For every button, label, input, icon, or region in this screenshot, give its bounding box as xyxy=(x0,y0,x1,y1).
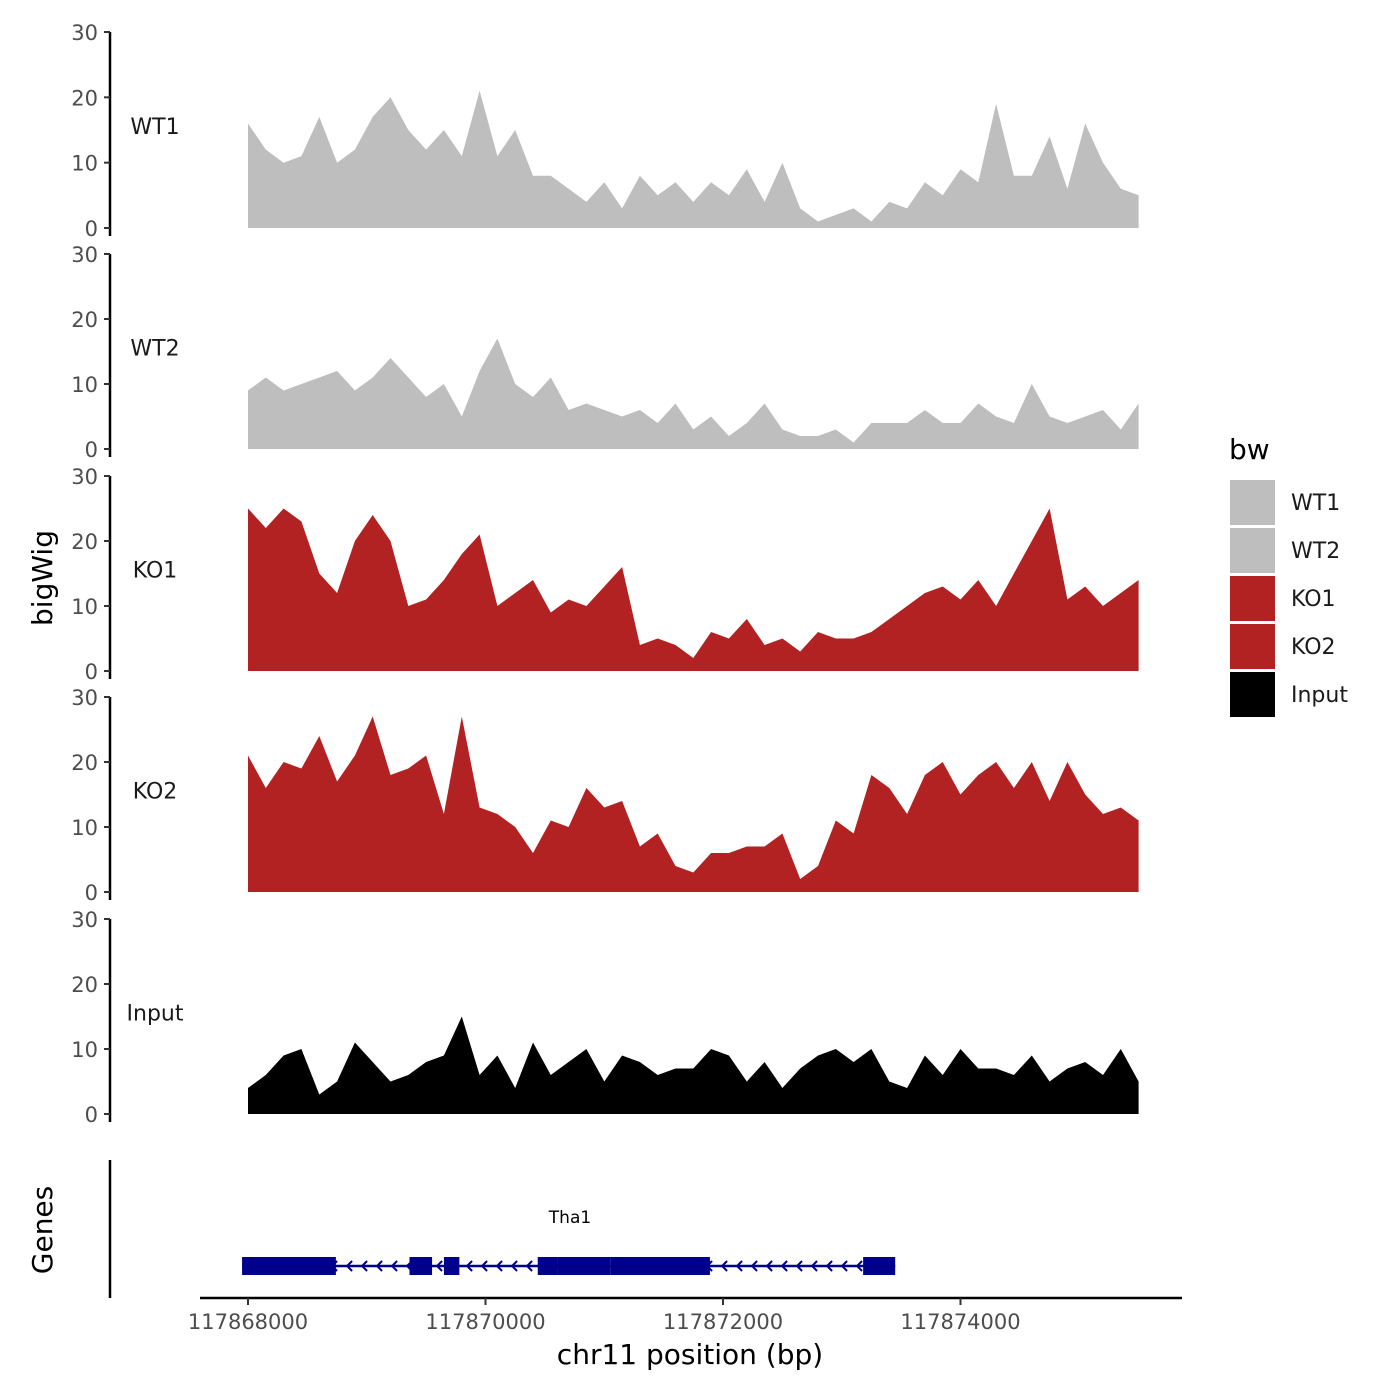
legend-swatch-wt1 xyxy=(1230,480,1275,525)
y-tick-label-wt2-30: 30 xyxy=(71,243,98,267)
y-tick-label-ko1-30: 30 xyxy=(71,465,98,489)
y-tick-label-input-20: 20 xyxy=(71,973,98,997)
y-tick-label-ko1-10: 10 xyxy=(71,595,98,619)
track-label-wt2: WT2 xyxy=(130,336,179,361)
legend-label-wt2: WT2 xyxy=(1291,539,1340,564)
area-input xyxy=(248,1016,1139,1114)
gene-exon-7 xyxy=(675,1257,710,1275)
gene-exon-1 xyxy=(242,1257,336,1275)
y-tick-label-ko2-10: 10 xyxy=(71,816,98,840)
legend-label-wt1: WT1 xyxy=(1291,491,1340,516)
area-ko2 xyxy=(248,716,1139,892)
strand-arrow-icon xyxy=(795,1260,803,1272)
y-tick-label-ko1-0: 0 xyxy=(85,660,98,684)
y-tick-label-wt2-20: 20 xyxy=(71,308,98,332)
gene-exon-8 xyxy=(863,1257,896,1275)
area-wt1 xyxy=(248,90,1139,228)
legend-swatch-ko2 xyxy=(1230,624,1275,669)
strand-arrow-icon xyxy=(525,1260,533,1272)
strand-arrow-icon xyxy=(375,1260,383,1272)
legend-label-ko1: KO1 xyxy=(1291,587,1336,612)
legend-label-ko2: KO2 xyxy=(1291,635,1336,660)
strand-arrow-icon xyxy=(750,1260,758,1272)
area-wt2 xyxy=(248,338,1139,449)
strand-arrow-icon xyxy=(390,1260,398,1272)
track-label-ko1: KO1 xyxy=(133,558,178,583)
y-tick-label-wt1-20: 20 xyxy=(71,86,98,110)
strand-arrow-icon xyxy=(855,1260,863,1272)
area-ko1 xyxy=(248,508,1139,671)
x-tick-label-117872000: 117872000 xyxy=(663,1310,783,1334)
y-tick-label-wt1-30: 30 xyxy=(71,21,98,45)
strand-arrow-icon xyxy=(825,1260,833,1272)
y-tick-label-input-30: 30 xyxy=(71,908,98,932)
gene-exon-6 xyxy=(610,1257,676,1275)
y-tick-label-input-0: 0 xyxy=(85,1103,98,1127)
gene-exon-2 xyxy=(409,1257,433,1275)
strand-arrow-icon xyxy=(765,1260,773,1272)
strand-arrow-icon xyxy=(345,1260,353,1272)
strand-arrow-icon xyxy=(465,1260,473,1272)
strand-arrow-icon xyxy=(360,1260,368,1272)
y-axis-title: bigWig xyxy=(26,530,59,626)
y-tick-label-wt1-0: 0 xyxy=(85,217,98,241)
legend-swatch-wt2 xyxy=(1230,528,1275,573)
strand-arrow-icon xyxy=(480,1260,488,1272)
track-label-ko2: KO2 xyxy=(133,779,178,804)
gene-exon-5 xyxy=(557,1257,611,1275)
gene-exon-4 xyxy=(537,1257,558,1275)
strand-arrow-icon xyxy=(840,1260,848,1272)
gene-exon-3 xyxy=(443,1257,460,1275)
legend-title: bw xyxy=(1229,433,1270,466)
y-tick-label-ko2-0: 0 xyxy=(85,881,98,905)
legend-swatch-ko1 xyxy=(1230,576,1275,621)
legend-swatch-input xyxy=(1230,672,1275,717)
strand-arrow-icon xyxy=(780,1260,788,1272)
gene-label: Tha1 xyxy=(548,1208,591,1228)
strand-arrow-icon xyxy=(435,1260,443,1272)
strand-arrow-icon xyxy=(735,1260,743,1272)
track-label-input: Input xyxy=(127,1001,184,1026)
strand-arrow-icon xyxy=(495,1260,503,1272)
y-tick-label-wt2-0: 0 xyxy=(85,438,98,462)
y-tick-label-ko1-20: 20 xyxy=(71,530,98,554)
x-tick-label-117870000: 117870000 xyxy=(425,1310,545,1334)
y-tick-label-wt1-10: 10 xyxy=(71,152,98,176)
genes-track-title: Genes xyxy=(26,1186,59,1274)
y-tick-label-wt2-10: 10 xyxy=(71,373,98,397)
x-tick-label-117868000: 117868000 xyxy=(188,1310,308,1334)
strand-arrow-icon xyxy=(810,1260,818,1272)
y-tick-label-ko2-30: 30 xyxy=(71,686,98,710)
track-label-wt1: WT1 xyxy=(130,115,179,140)
strand-arrow-icon xyxy=(720,1260,728,1272)
y-tick-label-ko2-20: 20 xyxy=(71,751,98,775)
x-tick-label-117874000: 117874000 xyxy=(900,1310,1020,1334)
x-axis-title: chr11 position (bp) xyxy=(557,1338,823,1371)
strand-arrow-icon xyxy=(510,1260,518,1272)
legend-label-input: Input xyxy=(1291,683,1348,708)
y-tick-label-input-10: 10 xyxy=(71,1038,98,1062)
